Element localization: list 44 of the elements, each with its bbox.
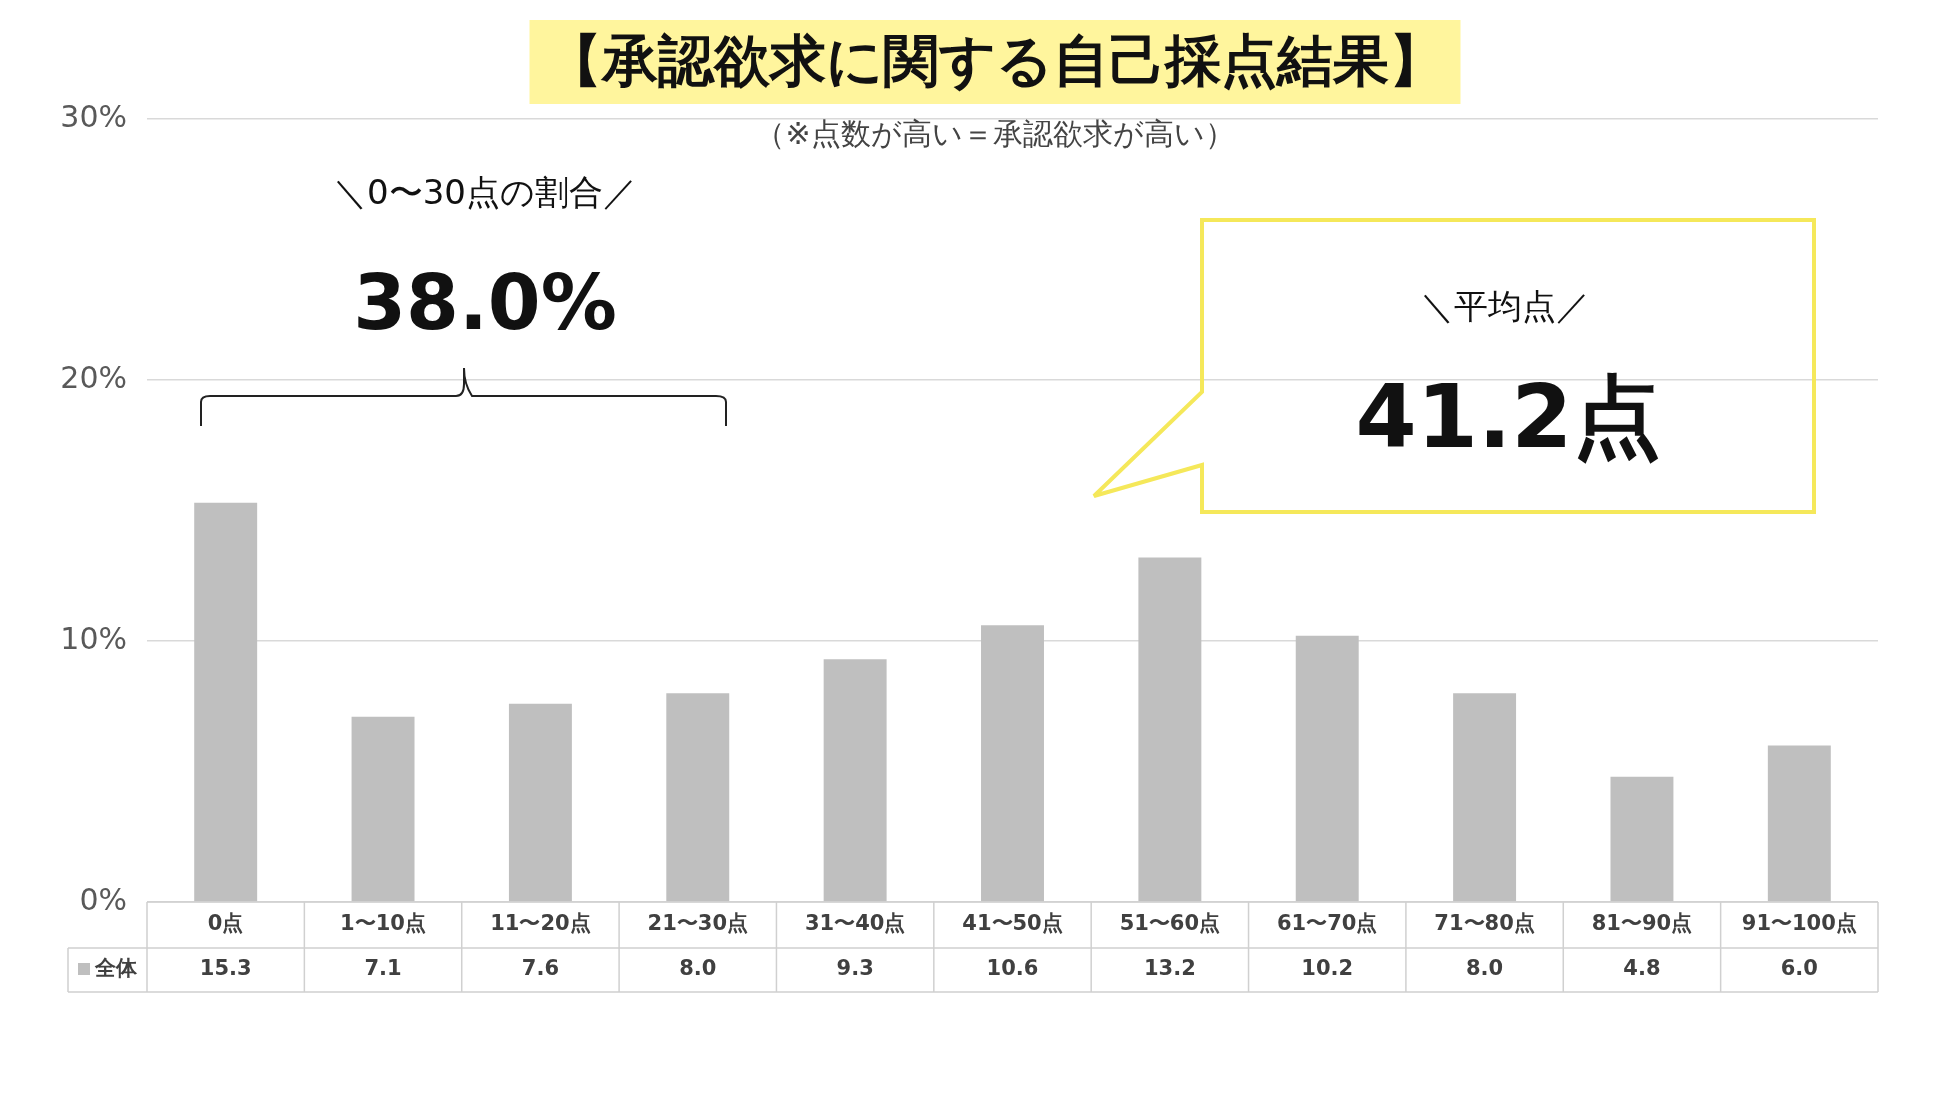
x-tick-label: 11〜20点 [490,911,591,936]
data-label: 4.8 [1623,956,1661,981]
bar [666,693,730,902]
data-label: 10.6 [986,956,1039,981]
data-label: 8.0 [679,956,717,981]
x-tick-label: 91〜100点 [1741,911,1857,936]
bar [981,625,1044,902]
data-label: 10.2 [1301,956,1354,981]
annotation: ＼0〜30点の割合／ [333,171,637,214]
bar [1295,635,1359,902]
bar [194,502,258,902]
x-tick-label: 71〜80点 [1434,911,1535,936]
y-tick-label: 0% [79,881,127,917]
x-tick-label: 31〜40点 [804,911,906,936]
data-label: 15.3 [199,956,252,981]
x-tick-label: 0点 [207,911,244,936]
data-label: 7.6 [521,956,560,981]
x-tick-label: 41〜50点 [962,911,1063,936]
data-label: 6.0 [1780,956,1818,981]
y-tick-label: 10% [60,620,127,656]
data-label: 7.1 [364,956,402,981]
x-tick-label: 1〜10点 [340,911,426,936]
bar [1453,693,1517,902]
chart-subtitle: （※点数が高い＝承認欲求が高い） [755,114,1235,153]
x-tick-label: 61〜70点 [1277,911,1378,936]
bar [508,703,572,902]
data-label: 8.0 [1465,956,1504,981]
y-tick-label: 20% [60,359,127,395]
legend-label: 全体 [94,956,138,981]
x-tick-label: 51〜60点 [1119,911,1221,936]
chart-title: 【承認欲求に関する自己採点結果】 [529,20,1461,104]
bar [1767,745,1831,902]
bar [351,716,415,902]
y-tick-label: 30% [60,98,127,134]
annotation: 38.0% [353,257,617,347]
x-tick-label: 21〜30点 [647,911,748,936]
bar [823,659,887,902]
data-label: 13.2 [1143,956,1196,981]
annotation: ＼平均点／ [1420,285,1590,328]
data-label: 9.3 [836,956,874,981]
x-tick-label: 81〜90点 [1591,911,1693,936]
annotation: 41.2点 [1355,363,1661,470]
bar [1610,776,1674,902]
bar [1138,557,1202,902]
